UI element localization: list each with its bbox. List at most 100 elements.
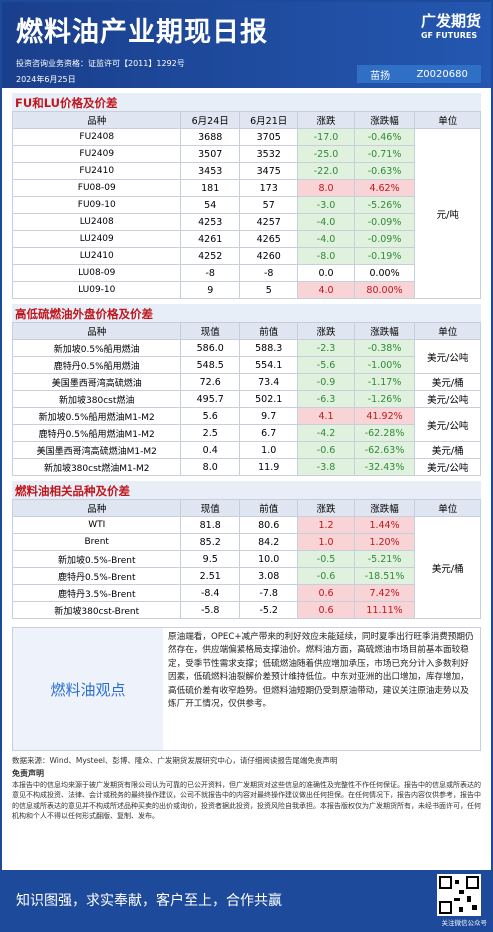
row-label: 新加坡380cst-Brent (11, 601, 182, 619)
cell: 4.0 (297, 281, 355, 299)
cell: 495.7 (180, 390, 240, 408)
cell: -5.8 (180, 601, 240, 619)
row-label: LU09-10 (11, 281, 182, 299)
cell: 181 (180, 179, 240, 197)
qr-caption: 关注微信公众号 (441, 919, 488, 927)
table-row: LU2409 4261 4265 -4.0 -0.09% (11, 230, 481, 248)
row-label: 鹿特丹3.5%-Brent (11, 584, 182, 602)
cell: -4.0 (297, 213, 355, 231)
row-label: Brent (11, 533, 182, 551)
row-label: WTI (11, 516, 182, 534)
cell: 586.0 (180, 339, 240, 357)
cell: 1.0 (297, 533, 355, 551)
cell: 9 (180, 281, 240, 299)
viewpoint: 燃料油观点 原油端看，OPEC+减产带来的利好效应未能延续，同时夏季出行旺季消费… (12, 627, 481, 751)
cell: -8 (180, 264, 240, 282)
cell: -5.21% (353, 550, 416, 568)
price-table: 品种 现值 前值 涨跌 涨跌幅 单位 WTI 81.8 80.6 1.2 1.44% 美元/桶 Bren… (11, 499, 481, 619)
cell: -0.09% (353, 230, 416, 248)
cell: 6.7 (238, 424, 299, 442)
disclaimer: 免责声明 本报告中的信息均来源于被广发期货有限公司认为可靠的已公开资料，但广发期… (12, 769, 481, 839)
table-row: 新加坡0.5%船用燃油 586.0 588.3 -2.3 -0.38% 美元/公吨 (11, 339, 481, 374)
column-header: 前值 (238, 322, 299, 340)
cell: 3475 (238, 162, 299, 180)
cell: 3688 (180, 128, 240, 146)
price-table: 品种 6月24日 6月21日 涨跌 涨跌幅 单位 FU2408 3688 3705 -17.0 -0… (11, 111, 481, 299)
cell: 1.44% (353, 516, 416, 534)
cell: -1.17% (353, 373, 416, 391)
column-header: 现值 (180, 499, 240, 517)
report-date: 2024年6月25日 (16, 75, 76, 84)
header-row: 品种 现值 前值 涨跌 涨跌幅 单位 (11, 499, 481, 517)
cell: -0.71% (353, 145, 416, 163)
cell: 81.8 (180, 516, 240, 534)
cell: -1.00% (353, 356, 416, 374)
viewpoint-text: 原油端看，OPEC+减产带来的利好效应未能延续，同时夏季出行旺季消费预期仍然存在… (168, 632, 474, 710)
cell: 4.1 (297, 407, 355, 425)
table-row: FU2410 3453 3475 -22.0 -0.63% (11, 162, 481, 180)
cell: -22.0 (297, 162, 355, 180)
disclaimer-title: 免责声明 (12, 769, 44, 778)
cell: 11.11% (353, 601, 416, 619)
cell: 72.6 (180, 373, 240, 391)
cell: 80.6 (238, 516, 299, 534)
cell: -62.63% (353, 441, 416, 459)
row-label: 新加坡0.5%-Brent (11, 550, 182, 568)
author: 苗扬 (370, 70, 391, 82)
cell: 57 (238, 196, 299, 214)
cell: -3.8 (297, 458, 355, 476)
viewpoint-title: 燃料油观点 (13, 628, 163, 750)
cell: 0.4 (180, 441, 240, 459)
cell: -0.38% (353, 339, 416, 357)
row-label: 美国墨西哥湾高硫燃油M1-M2 (11, 441, 182, 459)
cell: -32.43% (353, 458, 416, 476)
table-row: WTI 81.8 80.6 1.2 1.44% 美元/桶 (11, 516, 481, 619)
cell: 4260 (238, 247, 299, 265)
unit: 美元/公吨 (414, 390, 481, 408)
cell: 4265 (238, 230, 299, 248)
cell: -0.6 (297, 567, 355, 585)
section-title: 高低硫燃油外盘价格及价差 (12, 304, 481, 322)
cell: -17.0 (297, 128, 355, 146)
section: 燃料油相关品种及价差 品种 现值 前值 涨跌 涨跌幅 单位 WTI 81.8 80.6 1.2 1.4… (11, 481, 481, 619)
cell: -3.0 (297, 196, 355, 214)
column-header: 单位 (414, 322, 481, 340)
sections: FU和LU价格及价差 品种 6月24日 6月21日 涨跌 涨跌幅 单位 FU2408 3688 3… (2, 93, 491, 619)
cell: -8.0 (297, 247, 355, 265)
cell: -62.28% (353, 424, 416, 442)
cell: -0.19% (353, 247, 416, 265)
cell: -5.26% (353, 196, 416, 214)
row-label: 新加坡0.5%船用燃油M1-M2 (11, 407, 182, 425)
column-header: 涨跌 (297, 499, 355, 517)
header-row: 品种 现值 前值 涨跌 涨跌幅 单位 (11, 322, 481, 340)
cell: -4.0 (297, 230, 355, 248)
cell: 85.2 (180, 533, 240, 551)
cell: -8.4 (180, 584, 240, 602)
unit: 元/吨 (414, 128, 481, 299)
section-title: 燃料油相关品种及价差 (12, 481, 481, 499)
row-label: 美国墨西哥湾高硫燃油 (11, 373, 182, 391)
cell: 1.20% (353, 533, 416, 551)
table-row: 鹿特丹3.5%-Brent -8.4 -7.8 0.6 7.42% (11, 584, 481, 602)
cell: 502.1 (238, 390, 299, 408)
cell: -1.26% (353, 390, 416, 408)
table-row: Brent 85.2 84.2 1.0 1.20% (11, 533, 481, 551)
cell: 0.6 (297, 584, 355, 602)
row-label: FU2409 (11, 145, 182, 163)
footer: 知识图强，求实奉献，客户至上，合作共赢 关注微信公众号 (2, 870, 491, 930)
column-header: 涨跌 (297, 111, 355, 129)
cell: -7.8 (238, 584, 299, 602)
cell: 1.0 (238, 441, 299, 459)
column-header: 单位 (414, 111, 481, 129)
row-label: FU08-09 (11, 179, 182, 197)
cell: 4261 (180, 230, 240, 248)
row-label: 鹿特丹0.5%-Brent (11, 567, 182, 585)
header: 燃料油产业期现日报 广发期货 GF FUTURES 投资咨询业务资格：证监许可【… (2, 2, 491, 88)
table-row: 鹿特丹0.5%船用燃油 548.5 554.1 -5.6 -1.00% (11, 356, 481, 374)
cell: 2.5 (180, 424, 240, 442)
cell: 0.0 (297, 264, 355, 282)
row-label: LU2410 (11, 247, 182, 265)
unit: 美元/公吨 (414, 407, 481, 442)
disclaimer-text: 本报告中的信息均来源于被广发期货有限公司认为可靠的已公开资料，但广发期货对这些信… (12, 780, 481, 821)
cell: -25.0 (297, 145, 355, 163)
